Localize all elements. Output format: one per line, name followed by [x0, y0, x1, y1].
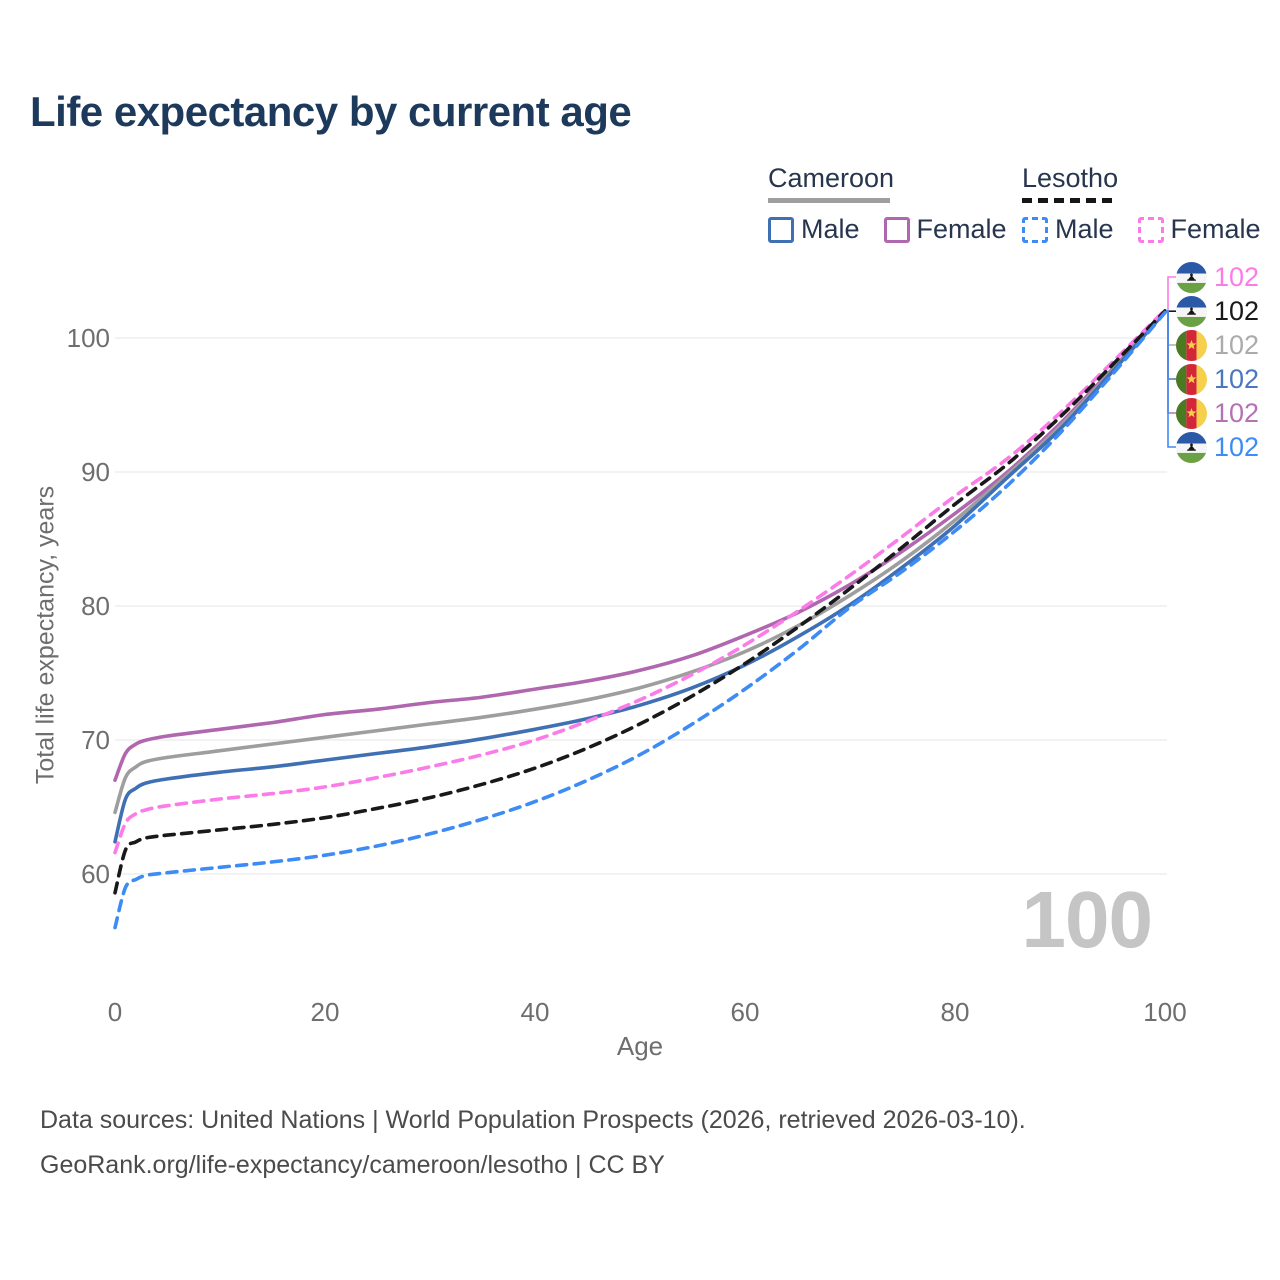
flag-icon-cameroon: [1176, 329, 1207, 361]
x-tick-label: 0: [108, 997, 122, 1027]
end-label-cameroon-total: 102: [1176, 329, 1260, 361]
data-sources-text: Data sources: United Nations | World Pop…: [40, 1106, 1026, 1134]
end-label-value: 102: [1214, 295, 1260, 326]
flag-icon-cameroon: [1176, 363, 1207, 395]
flag-icon-lesotho: [1176, 295, 1207, 327]
legend-item-lesotho-female[interactable]: Female: [1137, 214, 1261, 245]
cameroon-female-swatch-icon: [883, 216, 910, 243]
series-line-lesotho-total[interactable]: [113, 309, 1167, 895]
series-line-lesotho-male[interactable]: [113, 310, 1167, 930]
flag-icon-lesotho: [1176, 261, 1207, 293]
cameroon-total-line-swatch: [768, 198, 890, 203]
end-label-connector: [1166, 276, 1176, 312]
x-tick-label: 40: [521, 997, 550, 1027]
end-label-value: 102: [1214, 261, 1260, 292]
end-label-value: 102: [1214, 329, 1260, 360]
x-tick-label: 60: [731, 997, 760, 1027]
end-label-value: 102: [1214, 431, 1260, 462]
legend-group-cameroon: Cameroon Male Female: [768, 163, 1031, 245]
legend-label-female: Female: [1170, 214, 1261, 244]
lesotho-female-swatch-icon: [1137, 216, 1164, 243]
legend-item-cameroon-female[interactable]: Female: [883, 214, 1007, 245]
series-line-cameroon-female[interactable]: [113, 310, 1167, 782]
flag-icon-cameroon: [1176, 397, 1207, 429]
legend-item-cameroon-male[interactable]: Male: [768, 214, 860, 245]
series-line-cameroon-total[interactable]: [113, 309, 1167, 815]
attribution-text: GeoRank.org/life-expectancy/cameroon/les…: [40, 1151, 665, 1179]
x-tick-label: 100: [1143, 997, 1186, 1027]
flag-icon-lesotho: [1176, 431, 1207, 463]
end-label-cameroon-female: 102: [1176, 397, 1260, 429]
legend-label-male: Male: [1055, 214, 1114, 244]
legend-country-cameroon[interactable]: Cameroon: [768, 163, 1031, 203]
end-label-lesotho-female: 102: [1176, 261, 1260, 293]
legend-label-male: Male: [801, 214, 860, 244]
end-label-cameroon-male: 102: [1176, 363, 1260, 395]
y-tick-label: 70: [81, 725, 110, 755]
y-axis-title: Total life expectancy, years: [31, 485, 60, 785]
x-tick-label: 20: [311, 997, 340, 1027]
end-label-lesotho-total: 102: [1176, 295, 1260, 327]
legend-country-cameroon-label: Cameroon: [768, 163, 895, 193]
page-title: Life expectancy by current age: [30, 88, 632, 135]
footer: Data sources: United Nations | World Pop…: [40, 1106, 1026, 1196]
legend-country-lesotho-label: Lesotho: [1022, 163, 1119, 193]
legend-item-lesotho-male[interactable]: Male: [1022, 214, 1114, 245]
lesotho-male-swatch-icon: [1022, 216, 1048, 243]
cameroon-male-swatch-icon: [768, 216, 794, 243]
age-counter-watermark: 100: [1021, 875, 1153, 964]
end-label-value: 102: [1214, 363, 1260, 394]
legend-country-lesotho[interactable]: Lesotho: [1022, 163, 1280, 203]
legend-label-female: Female: [916, 214, 1007, 244]
y-tick-label: 90: [81, 457, 110, 487]
x-axis-title: Age: [616, 1031, 664, 1061]
x-tick-label: 80: [941, 997, 970, 1027]
lesotho-total-line-swatch: [1022, 198, 1116, 203]
end-label-lesotho-male: 102: [1176, 431, 1260, 463]
end-label-value: 102: [1214, 397, 1260, 428]
legend-group-lesotho: Lesotho Male Female: [1022, 163, 1280, 245]
series-line-lesotho-female[interactable]: [113, 308, 1167, 855]
y-tick-label: 100: [67, 323, 110, 353]
y-tick-label: 80: [81, 591, 110, 621]
series-line-cameroon-male[interactable]: [113, 310, 1167, 844]
y-tick-label: 60: [81, 859, 110, 889]
end-label-connector: [1166, 310, 1176, 448]
